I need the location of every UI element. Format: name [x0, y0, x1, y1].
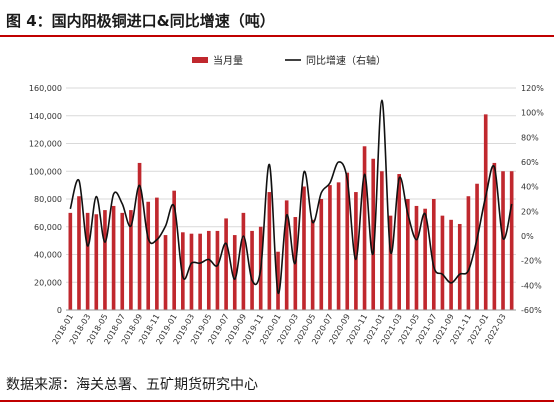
bottom-divider [0, 400, 554, 402]
bar [224, 218, 228, 310]
left-tick-label: 80,000 [34, 195, 62, 204]
bar [198, 233, 202, 310]
left-tick-label: 20,000 [34, 278, 62, 287]
left-tick-label: 0 [57, 306, 62, 315]
right-tick-label: 0% [521, 232, 534, 241]
bar [155, 197, 159, 310]
right-tick-label: -20% [521, 257, 542, 266]
bar [284, 200, 289, 310]
gridlines [66, 87, 516, 283]
bar [181, 232, 185, 310]
bar [431, 199, 436, 310]
right-tick-label: 20% [521, 207, 539, 216]
left-tick-label: 40,000 [34, 251, 62, 260]
right-axis-ticks: -60% -40% -20% 0% 20% 40% 60% 80% 100% 120% [521, 84, 544, 315]
bar [406, 199, 410, 310]
chart-title: 图 4：国内阳极铜进口&同比增速（吨） [6, 12, 275, 30]
x-axis-ticks: 2018-012018-032018-052018-072018-092018-… [51, 313, 508, 346]
left-tick-label: 160,000 [29, 84, 62, 93]
bar [466, 196, 471, 310]
left-tick-label: 100,000 [29, 167, 62, 176]
bar [68, 212, 73, 310]
bar [189, 233, 194, 310]
legend: 当月量 同比增速（右轴） [192, 54, 386, 67]
bar [241, 212, 246, 310]
bar [129, 210, 133, 310]
right-tick-label: -60% [521, 306, 542, 315]
bar [475, 183, 479, 310]
bar [414, 205, 419, 310]
right-tick-label: 40% [521, 183, 539, 192]
bar [354, 192, 358, 310]
bar [328, 185, 332, 310]
legend-line-label: 同比增速（右轴） [306, 54, 386, 67]
bar [501, 171, 505, 310]
bar [172, 190, 176, 310]
left-axis-ticks: 0 20,000 40,000 60,000 80,000 100,000 120,000 1… [29, 84, 62, 315]
bar [267, 192, 272, 310]
yoy-growth-line [69, 99, 513, 294]
title-divider [0, 35, 554, 37]
bar [310, 219, 315, 310]
bar [111, 205, 116, 310]
bar [483, 114, 488, 310]
right-tick-label: -40% [521, 281, 542, 290]
bar [449, 219, 453, 310]
right-tick-label: 80% [521, 133, 539, 142]
bar [146, 201, 151, 310]
bar [163, 235, 168, 310]
chart-area: 0 20,000 40,000 60,000 80,000 100,000 120,000 1… [29, 54, 544, 346]
left-tick-label: 60,000 [34, 223, 62, 232]
legend-bar-swatch [192, 57, 208, 63]
bar [457, 223, 462, 310]
bar [319, 199, 324, 310]
bar [85, 212, 90, 310]
bar [302, 186, 306, 310]
bar [94, 214, 99, 310]
bar [336, 182, 341, 310]
bar [137, 162, 142, 310]
right-tick-label: 60% [521, 158, 539, 167]
left-tick-label: 120,000 [29, 140, 62, 149]
bar [440, 215, 445, 310]
bar [492, 162, 497, 310]
bar [206, 230, 211, 310]
bar [362, 146, 367, 310]
bar [397, 174, 401, 310]
bar [380, 171, 384, 310]
line-series [69, 99, 513, 294]
bar [509, 171, 514, 310]
bar [423, 208, 427, 310]
left-tick-label: 140,000 [29, 112, 62, 121]
bar [250, 230, 254, 310]
right-tick-label: 100% [521, 109, 544, 118]
bar [232, 235, 237, 310]
data-source-note: 数据来源：海关总署、五矿期货研究中心 [6, 377, 258, 393]
right-tick-label: 120% [521, 84, 544, 93]
bar [371, 158, 376, 310]
bar [215, 230, 220, 310]
bar [345, 172, 350, 310]
bar [276, 251, 280, 310]
bar [388, 215, 393, 310]
bar [103, 210, 107, 310]
bar [77, 196, 81, 310]
legend-bar-label: 当月量 [213, 54, 243, 67]
bar [120, 212, 125, 310]
